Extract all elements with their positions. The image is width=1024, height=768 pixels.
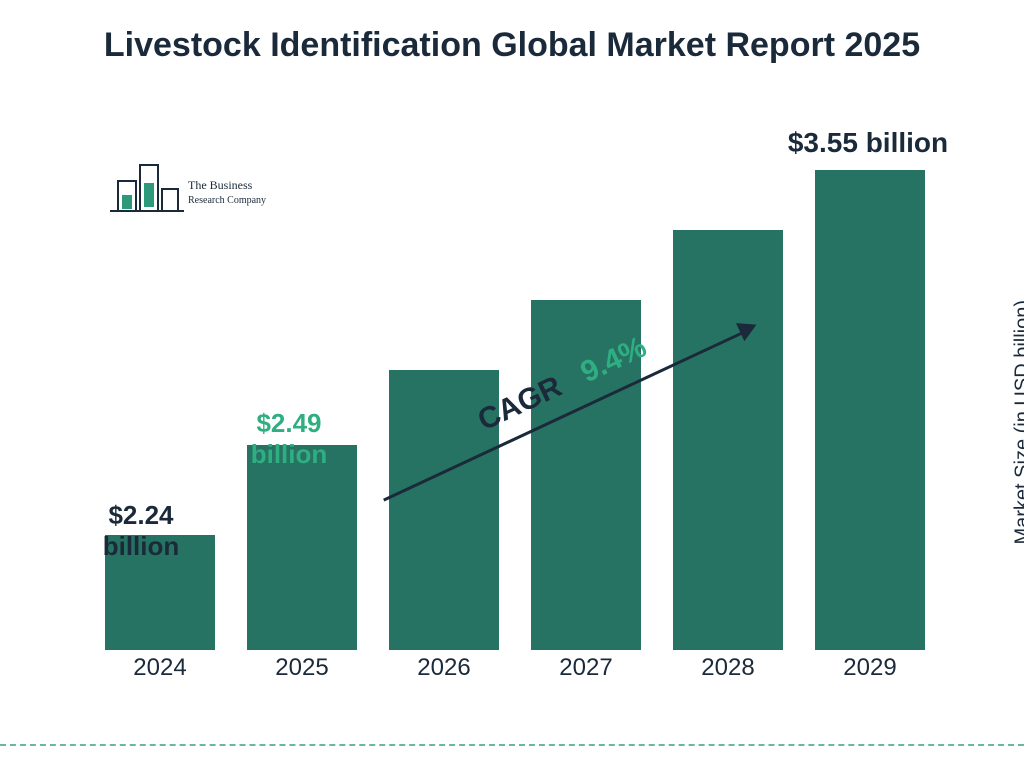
bottom-divider — [0, 744, 1024, 746]
xlabel-2026: 2026 — [384, 654, 504, 690]
xlabel-2027: 2027 — [526, 654, 646, 690]
value-label-2024: $2.24 billion — [86, 500, 196, 562]
trend-arrow-head-icon — [736, 316, 761, 342]
cagr-label: CAGR 9.4% — [473, 330, 652, 438]
xlabel-2024: 2024 — [100, 654, 220, 690]
xlabel-2029: 2029 — [810, 654, 930, 690]
bar-chart: 2024 2025 2026 2027 2028 2029 $2.24 bill… — [90, 150, 940, 690]
cagr-prefix: CAGR — [473, 370, 567, 437]
chart-title: Livestock Identification Global Market R… — [0, 24, 1024, 67]
value-label-2029: $3.55 billion — [778, 126, 958, 160]
x-axis-labels: 2024 2025 2026 2027 2028 2029 — [90, 654, 940, 690]
bar-slot-2029 — [810, 170, 930, 650]
bar-2025 — [247, 445, 357, 650]
value-label-2025: $2.49 billion — [234, 408, 344, 470]
bar-slot-2025 — [242, 445, 362, 650]
xlabel-2025: 2025 — [242, 654, 362, 690]
bar-2029 — [815, 170, 925, 650]
y-axis-label: Market Size (in USD billion) — [1012, 300, 1024, 545]
xlabel-2028: 2028 — [668, 654, 788, 690]
